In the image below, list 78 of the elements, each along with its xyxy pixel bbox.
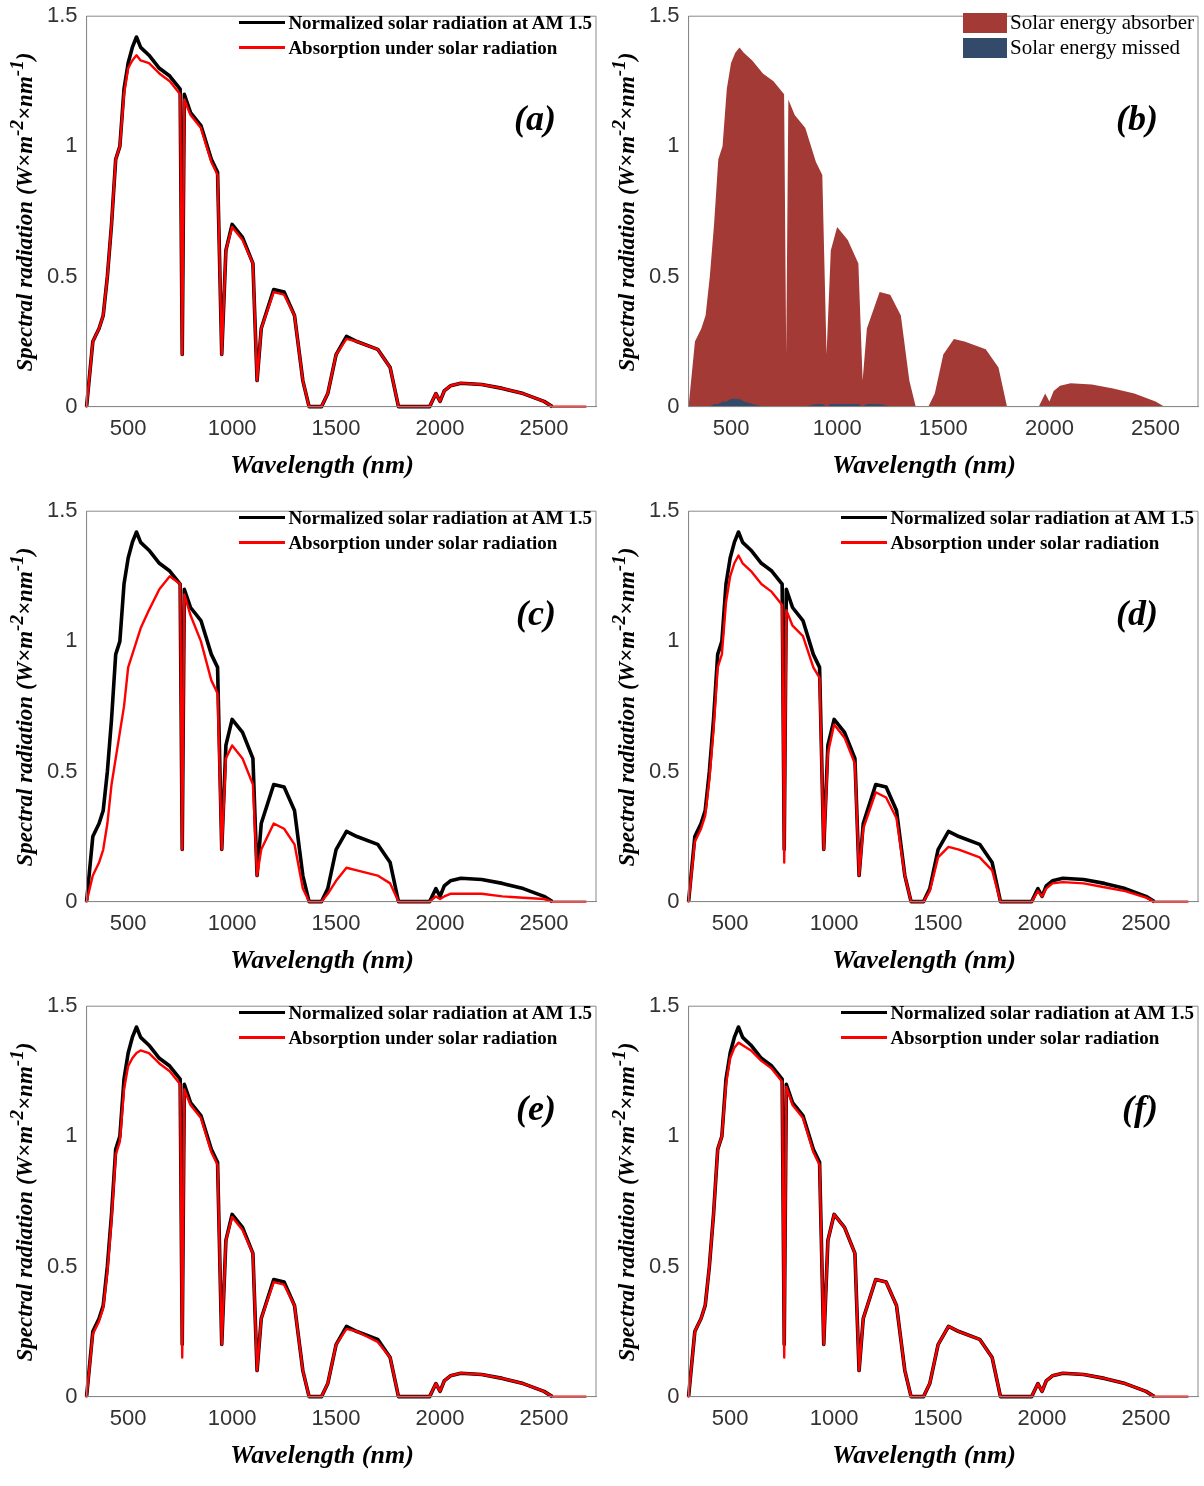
x-tick-label: 1500 <box>913 909 963 935</box>
legend-label: Normalized solar radiation at AM 1.5 <box>890 1001 1194 1025</box>
x-tick-label: 500 <box>109 414 147 440</box>
x-tick-label: 1000 <box>809 1404 859 1430</box>
y-tick-label: 0.5 <box>648 262 680 288</box>
legend-label: Absorption under solar radiation <box>890 531 1160 555</box>
legend-label: Absorption under solar radiation <box>288 1026 558 1050</box>
x-axis-title: Wavelength (nm) <box>229 945 415 975</box>
x-tick-label: 2000 <box>1024 414 1074 440</box>
x-tick-label: 1500 <box>311 414 361 440</box>
y-tick-label: 0.5 <box>46 1252 78 1278</box>
y-tick-label: 0.5 <box>648 1252 680 1278</box>
y-tick-label: 1.5 <box>648 2 680 28</box>
y-tick-label: 1.5 <box>46 992 78 1018</box>
y-tick-label: 1 <box>667 132 680 158</box>
legend-label: Absorption under solar radiation <box>890 1026 1160 1050</box>
legend-label: Normalized solar radiation at AM 1.5 <box>288 1001 592 1025</box>
x-axis-title: Wavelength (nm) <box>229 450 415 480</box>
x-axis-title: Wavelength (nm) <box>229 1440 415 1470</box>
y-tick-label: 1.5 <box>46 497 78 523</box>
x-tick-label: 1000 <box>207 1404 257 1430</box>
x-tick-label: 2500 <box>519 414 569 440</box>
y-tick-label: 0.5 <box>46 262 78 288</box>
x-axis-title: Wavelength (nm) <box>831 450 1017 480</box>
y-tick-label: 0 <box>65 887 78 913</box>
x-tick-label: 500 <box>711 909 749 935</box>
x-tick-label: 2500 <box>1121 909 1171 935</box>
x-tick-label: 1500 <box>918 414 968 440</box>
x-tick-label: 1500 <box>311 909 361 935</box>
x-tick-label: 2000 <box>415 909 465 935</box>
y-tick-label: 1 <box>667 627 680 653</box>
annotation: (c) <box>516 593 556 634</box>
x-tick-label: 1500 <box>311 1404 361 1430</box>
annotation: (d) <box>1116 593 1158 634</box>
annotation: (e) <box>516 1088 556 1129</box>
x-tick-label: 2500 <box>1121 1404 1171 1430</box>
x-tick-label: 500 <box>712 414 750 440</box>
x-tick-label: 1000 <box>207 414 257 440</box>
y-tick-label: 0 <box>667 392 680 418</box>
y-tick-label: 1.5 <box>648 992 680 1018</box>
x-tick-label: 2000 <box>1017 1404 1067 1430</box>
x-tick-label: 2500 <box>519 1404 569 1430</box>
legend-label: Solar energy missed <box>1010 35 1181 60</box>
x-tick-label: 500 <box>109 1404 147 1430</box>
legend-label: Absorption under solar radiation <box>288 36 558 60</box>
y-tick-label: 0 <box>667 1382 680 1408</box>
annotation: (a) <box>514 98 556 139</box>
x-axis-title: Wavelength (nm) <box>831 945 1017 975</box>
x-tick-label: 500 <box>109 909 147 935</box>
legend-label: Normalized solar radiation at AM 1.5 <box>288 11 592 35</box>
x-axis-title: Wavelength (nm) <box>831 1440 1017 1470</box>
y-tick-label: 0 <box>65 392 78 418</box>
x-tick-label: 1500 <box>913 1404 963 1430</box>
y-tick-label: 0 <box>667 887 680 913</box>
y-tick-label: 1 <box>667 1122 680 1148</box>
x-tick-label: 2000 <box>1017 909 1067 935</box>
legend-label: Absorption under solar radiation <box>288 531 558 555</box>
legend-label: Normalized solar radiation at AM 1.5 <box>288 506 592 530</box>
x-tick-label: 1000 <box>207 909 257 935</box>
y-tick-label: 0 <box>65 1382 78 1408</box>
x-tick-label: 2000 <box>415 414 465 440</box>
x-tick-label: 1000 <box>809 909 859 935</box>
annotation: (b) <box>1116 98 1158 139</box>
x-tick-label: 2500 <box>519 909 569 935</box>
y-tick-label: 1 <box>65 1122 78 1148</box>
y-tick-label: 0.5 <box>648 757 680 783</box>
y-tick-label: 1.5 <box>46 2 78 28</box>
x-tick-label: 1000 <box>812 414 862 440</box>
x-tick-label: 2000 <box>415 1404 465 1430</box>
y-tick-label: 1 <box>65 627 78 653</box>
x-tick-label: 500 <box>711 1404 749 1430</box>
legend-label: Normalized solar radiation at AM 1.5 <box>890 506 1194 530</box>
y-tick-label: 1.5 <box>648 497 680 523</box>
y-tick-label: 0.5 <box>46 757 78 783</box>
y-tick-label: 1 <box>65 132 78 158</box>
legend-label: Solar energy absorber <box>1010 10 1194 35</box>
annotation: (f) <box>1122 1088 1158 1129</box>
x-tick-label: 2500 <box>1131 414 1181 440</box>
